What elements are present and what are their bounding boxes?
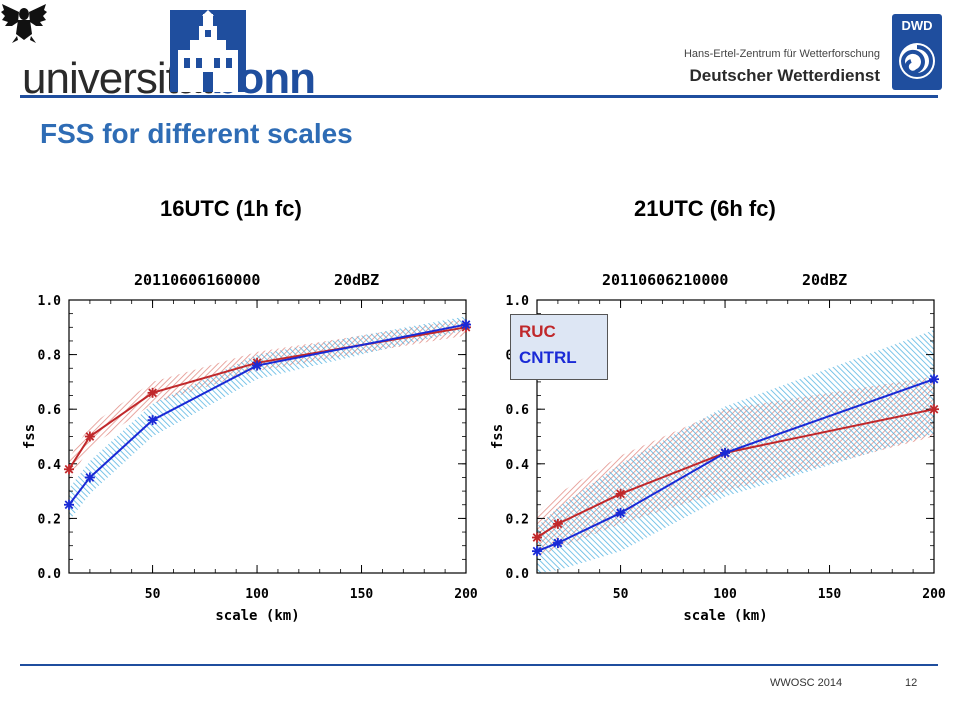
marker-stroke <box>616 489 625 499</box>
chart-title-date: 20110606160000 <box>134 271 260 289</box>
data-point-ruc <box>532 532 542 543</box>
data-point-ruc <box>929 404 939 415</box>
subtitle-left: 16UTC (1h fc) <box>160 196 302 221</box>
x-tick-label: 200 <box>454 587 478 602</box>
x-tick-label: 200 <box>922 587 946 602</box>
data-point-ruc <box>615 488 626 499</box>
data-point-cntrl <box>84 472 95 483</box>
x-tick-label: 150 <box>350 587 374 602</box>
y-tick-label: 0.0 <box>38 567 62 582</box>
marker-stroke <box>148 415 157 425</box>
legend-ruc: RUC <box>519 322 556 341</box>
fss-chart-16utc: 20110606160000 20dBZ 0.0 0.2 0.4 0.6 0.8 1.0 50 1… <box>22 271 478 624</box>
y-tick-label: 0.4 <box>38 458 62 473</box>
x-axis-label: scale (km) <box>683 608 767 624</box>
y-tick-label: 0.6 <box>38 403 62 418</box>
y-tick-label: 0.2 <box>506 512 529 527</box>
marker-stroke <box>148 388 157 398</box>
marker-stroke <box>64 464 74 474</box>
footer-divider <box>20 664 938 666</box>
y-tick-label: 1.0 <box>38 294 62 309</box>
header-divider <box>20 95 938 98</box>
marker-stroke <box>720 448 730 458</box>
uncertainty-band-cntrl <box>69 316 466 522</box>
university-building-icon <box>170 10 246 92</box>
subtitle-right: 21UTC (6h fc) <box>634 196 776 221</box>
marker-stroke <box>64 500 74 510</box>
marker-stroke <box>85 473 95 482</box>
marker-stroke <box>85 432 95 441</box>
y-axis-label: fss <box>490 424 506 449</box>
marker-stroke <box>461 320 471 329</box>
data-point-cntrl <box>532 546 542 557</box>
university-bonn-logo: universitätbonn <box>22 10 316 103</box>
marker-stroke <box>553 519 563 529</box>
data-point-cntrl <box>64 499 74 510</box>
data-point-ruc <box>552 518 563 529</box>
slide-title: FSS for different scales <box>40 118 353 149</box>
marker-stroke <box>616 508 625 518</box>
fss-chart-21utc: 2011060621000020dBZ0.00.20.40.60.81.0501… <box>490 271 946 624</box>
data-point-cntrl <box>147 415 158 426</box>
marker-stroke <box>553 538 563 548</box>
y-tick-label: 1.0 <box>506 294 530 309</box>
x-tick-label: 100 <box>245 587 269 602</box>
marker-stroke <box>929 404 939 414</box>
chart-title-threshold: 20dBZ <box>802 271 847 289</box>
data-point-cntrl <box>720 447 731 458</box>
y-axis-label: fss <box>22 424 38 449</box>
federal-eagle-icon <box>1 4 47 43</box>
x-tick-label: 150 <box>818 587 842 602</box>
chart-title-date: 20110606210000 <box>602 271 728 289</box>
marker-stroke <box>532 546 542 556</box>
data-point-ruc <box>64 464 74 475</box>
dwd-badge-text: DWD <box>901 18 932 33</box>
data-point-cntrl <box>615 507 626 518</box>
x-axis-label: scale (km) <box>215 608 299 624</box>
y-tick-label: 0.4 <box>506 458 530 473</box>
data-point-cntrl <box>461 319 471 330</box>
data-point-ruc <box>84 431 95 442</box>
marker-stroke <box>532 533 542 542</box>
data-point-cntrl <box>929 374 939 385</box>
y-tick-label: 0.8 <box>38 349 62 364</box>
marker-stroke <box>929 374 939 384</box>
chart-title-threshold: 20dBZ <box>334 271 379 289</box>
y-tick-label: 0.2 <box>38 512 61 527</box>
x-tick-label: 50 <box>613 587 629 602</box>
x-tick-label: 100 <box>713 587 737 602</box>
dwd-subtitle: Hans-Ertel-Zentrum für Wetterforschung <box>683 48 880 60</box>
legend-cntrl: CNTRL <box>519 348 577 367</box>
dwd-name: Deutscher Wetterdienst <box>689 66 880 85</box>
marker-stroke <box>252 361 262 370</box>
chart-legend: RUC CNTRL <box>510 314 608 380</box>
data-point-cntrl <box>252 360 263 371</box>
y-tick-label: 0.0 <box>506 567 530 582</box>
dwd-logo: Hans-Ertel-Zentrum für Wetterforschung D… <box>680 14 942 90</box>
y-tick-label: 0.6 <box>506 403 530 418</box>
data-point-ruc <box>147 387 158 398</box>
dwd-emblem-icon: DWD <box>892 14 942 90</box>
footer-event: WWOSC 2014 <box>770 677 843 689</box>
x-tick-label: 50 <box>145 587 161 602</box>
data-point-cntrl <box>552 537 563 548</box>
page-number: 12 <box>905 677 918 689</box>
